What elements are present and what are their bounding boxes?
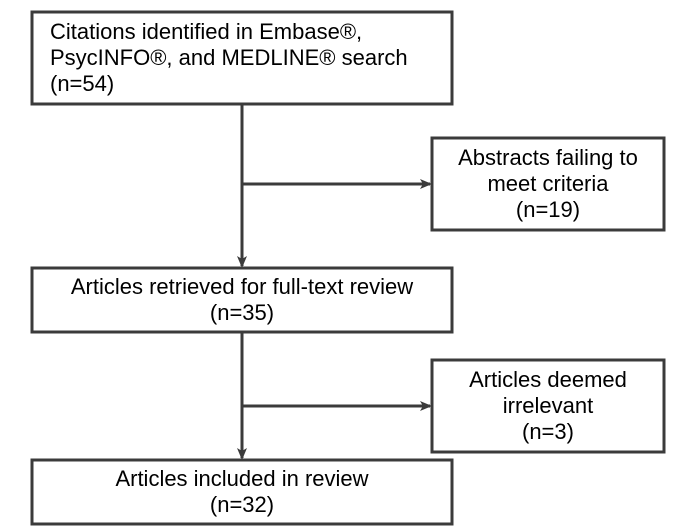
box-citations-identified: Citations identified in Embase®,PsycINFO… [32, 12, 452, 104]
box-abstracts-failing: Abstracts failing tomeet criteria(n=19) [432, 138, 664, 230]
box-articles-included: Articles included in review(n=32) [32, 460, 452, 524]
box-fulltext-review: Articles retrieved for full-text review(… [32, 268, 452, 332]
box-articles-irrelevant: Articles deemedirrelevant(n=3) [432, 360, 664, 452]
